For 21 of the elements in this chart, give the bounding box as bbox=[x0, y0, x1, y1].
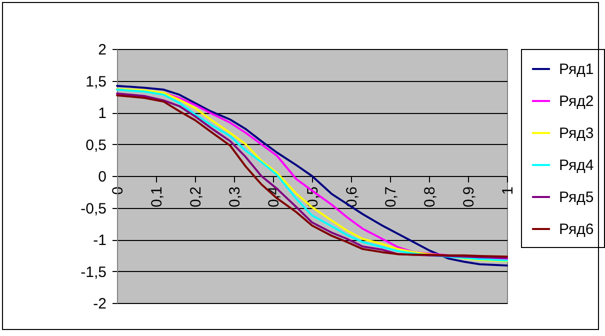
y-tick-label: -0,5 bbox=[80, 200, 106, 218]
x-tick-label: 0,7 bbox=[382, 186, 400, 208]
y-tick-label: 1 bbox=[98, 105, 106, 122]
y-tick-label: 1,5 bbox=[86, 73, 106, 90]
legend-label: Ряд4 bbox=[559, 157, 594, 174]
legend-label: Ряд3 bbox=[559, 125, 594, 142]
y-tick-label: -1,5 bbox=[80, 264, 106, 281]
y-tick-label: -1 bbox=[93, 232, 106, 249]
x-tick-label: 1 bbox=[500, 186, 516, 195]
x-tick-label: 0,2 bbox=[188, 186, 204, 208]
legend-label: Ряд5 bbox=[559, 189, 594, 206]
x-tick-label: 0,8 bbox=[422, 186, 438, 208]
x-tick-label: 0,1 bbox=[148, 186, 166, 208]
legend-label: Ряд1 bbox=[559, 61, 594, 78]
x-tick-label: 0,3 bbox=[226, 186, 244, 208]
x-tick-label: 0,9 bbox=[460, 186, 478, 208]
legend-label: Ряд6 bbox=[559, 221, 594, 238]
y-tick-label: 0,5 bbox=[86, 136, 106, 154]
y-tick-label: 2 bbox=[98, 42, 106, 58]
y-tick-label: -2 bbox=[93, 296, 106, 312]
legend-label: Ряд2 bbox=[559, 93, 594, 110]
